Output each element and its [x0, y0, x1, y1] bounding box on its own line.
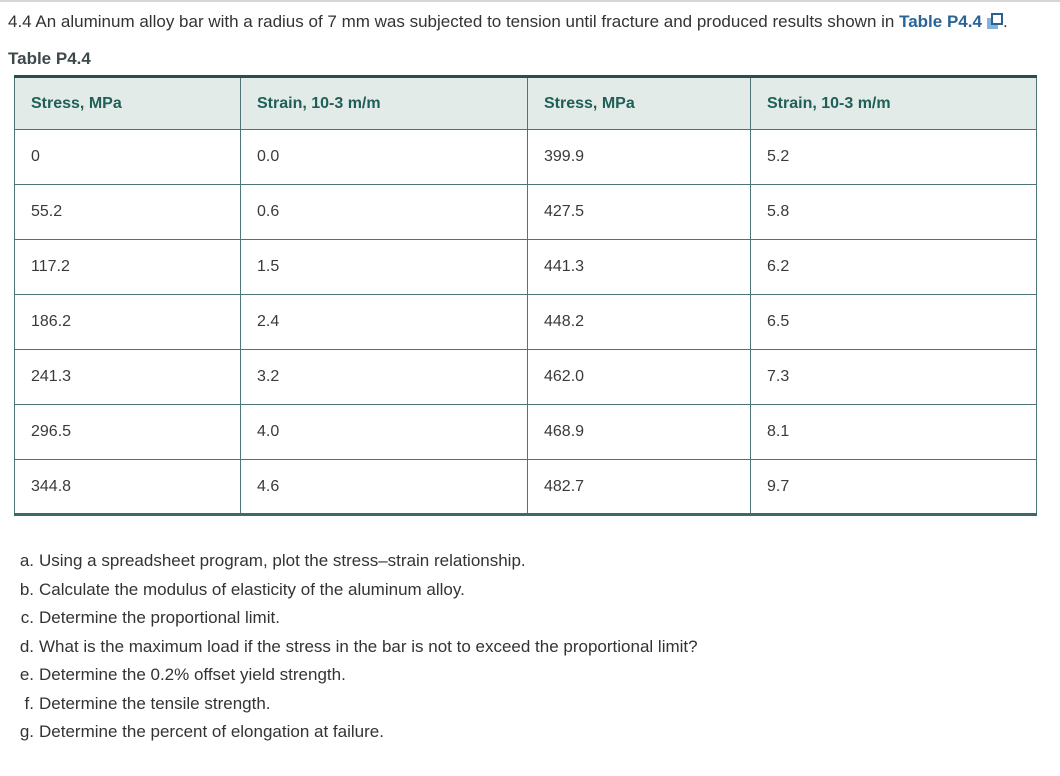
- question-text: Determine the proportional limit.: [39, 608, 280, 627]
- column-header: Strain, 10-3 m/m: [750, 76, 1037, 130]
- popup-window-icon-front: [990, 13, 1003, 25]
- table-cell: 4.0: [240, 404, 528, 460]
- table-cell: 9.7: [750, 459, 1037, 515]
- question-label: b.: [19, 579, 34, 599]
- question-item: d. What is the maximum load if the stress…: [8, 633, 1052, 662]
- question-item: g. Determine the percent of elongation at…: [8, 718, 1052, 747]
- table-row: 117.2 1.5 441.3 6.2: [14, 239, 1037, 295]
- table-cell: 344.8: [14, 459, 241, 515]
- table-cell: 0.6: [240, 184, 528, 240]
- question-label: g.: [19, 722, 34, 741]
- question-text: What is the maximum load if the stress i…: [39, 636, 698, 656]
- table-cell: 296.5: [14, 404, 241, 460]
- question-text: Using a spreadsheet program, plot the st…: [39, 551, 526, 570]
- table-cell: 1.5: [240, 239, 528, 295]
- question-item: a. Using a spreadsheet program, plot the …: [8, 547, 1052, 576]
- table-cell: 441.3: [527, 239, 751, 295]
- table-cell: 6.2: [750, 239, 1037, 295]
- table-link-label[interactable]: Table P4.4: [899, 12, 982, 31]
- table-cell: 6.5: [750, 294, 1037, 350]
- table-row: 0 0.0 399.9 5.2: [14, 129, 1037, 185]
- stress-strain-table: Stress, MPa Strain, 10-3 m/m Stress, MPa St…: [14, 75, 1037, 516]
- question-item: b. Calculate the modulus of elasticity of…: [8, 576, 1052, 605]
- sentence-period: .: [1002, 12, 1008, 31]
- table-cell: 482.7: [527, 459, 751, 515]
- table-cell: 399.9: [527, 129, 751, 185]
- column-header: Stress, MPa: [14, 76, 241, 130]
- table-cell: 3.2: [240, 349, 528, 405]
- table-cell: 8.1: [750, 404, 1037, 460]
- table-cell: 7.3: [750, 349, 1037, 405]
- table-cell: 4.6: [240, 459, 528, 515]
- problem-text: 4.4 An aluminum alloy bar with a radius …: [8, 12, 900, 31]
- questions-list: a. Using a spreadsheet program, plot the …: [8, 547, 1052, 747]
- table-caption: Table P4.4: [8, 49, 91, 68]
- problem-statement: 4.4 An aluminum alloy bar with a radius …: [8, 7, 1052, 36]
- question-label: a.: [19, 551, 34, 570]
- table-cell: 468.9: [527, 404, 751, 460]
- table-row: 344.8 4.6 482.7 9.7: [14, 459, 1037, 515]
- column-header: Stress, MPa: [527, 76, 751, 130]
- question-item: f. Determine the tensile strength.: [8, 690, 1052, 719]
- question-text: Determine the 0.2% offset yield strength…: [39, 665, 346, 684]
- question-label: d.: [19, 636, 34, 656]
- table-row: 55.2 0.6 427.5 5.8: [14, 184, 1037, 240]
- table-cell: 2.4: [240, 294, 528, 350]
- table-cell: 5.2: [750, 129, 1037, 185]
- table-link[interactable]: Table P4.4: [899, 12, 1003, 31]
- table-cell: 0.0: [240, 129, 528, 185]
- table-row: 186.2 2.4 448.2 6.5: [14, 294, 1037, 350]
- table-cell: 241.3: [14, 349, 241, 405]
- table-cell: 427.5: [527, 184, 751, 240]
- question-item: c. Determine the proportional limit.: [8, 604, 1052, 633]
- table-cell: 55.2: [14, 184, 241, 240]
- table-cell: 462.0: [527, 349, 751, 405]
- question-label: e.: [19, 665, 34, 684]
- question-item: e. Determine the 0.2% offset yield streng…: [8, 661, 1052, 690]
- table-header-row: Stress, MPa Strain, 10-3 m/m Stress, MPa St…: [14, 76, 1037, 130]
- table-cell: 186.2: [14, 294, 241, 350]
- table-cell: 448.2: [527, 294, 751, 350]
- question-text: Determine the percent of elongation at f…: [39, 722, 384, 741]
- popup-window-icon[interactable]: [986, 13, 1003, 29]
- column-header: Strain, 10-3 m/m: [240, 76, 528, 130]
- question-label: c.: [20, 608, 34, 627]
- table-cell: 5.8: [750, 184, 1037, 240]
- question-label: f.: [24, 693, 34, 713]
- question-text: Calculate the modulus of elasticity of t…: [39, 579, 465, 599]
- question-text: Determine the tensile strength.: [39, 693, 271, 713]
- table-cell: 117.2: [14, 239, 241, 295]
- table-row: 241.3 3.2 462.0 7.3: [14, 349, 1037, 405]
- table-cell: 0: [14, 129, 241, 185]
- table-row: 296.5 4.0 468.9 8.1: [14, 404, 1037, 460]
